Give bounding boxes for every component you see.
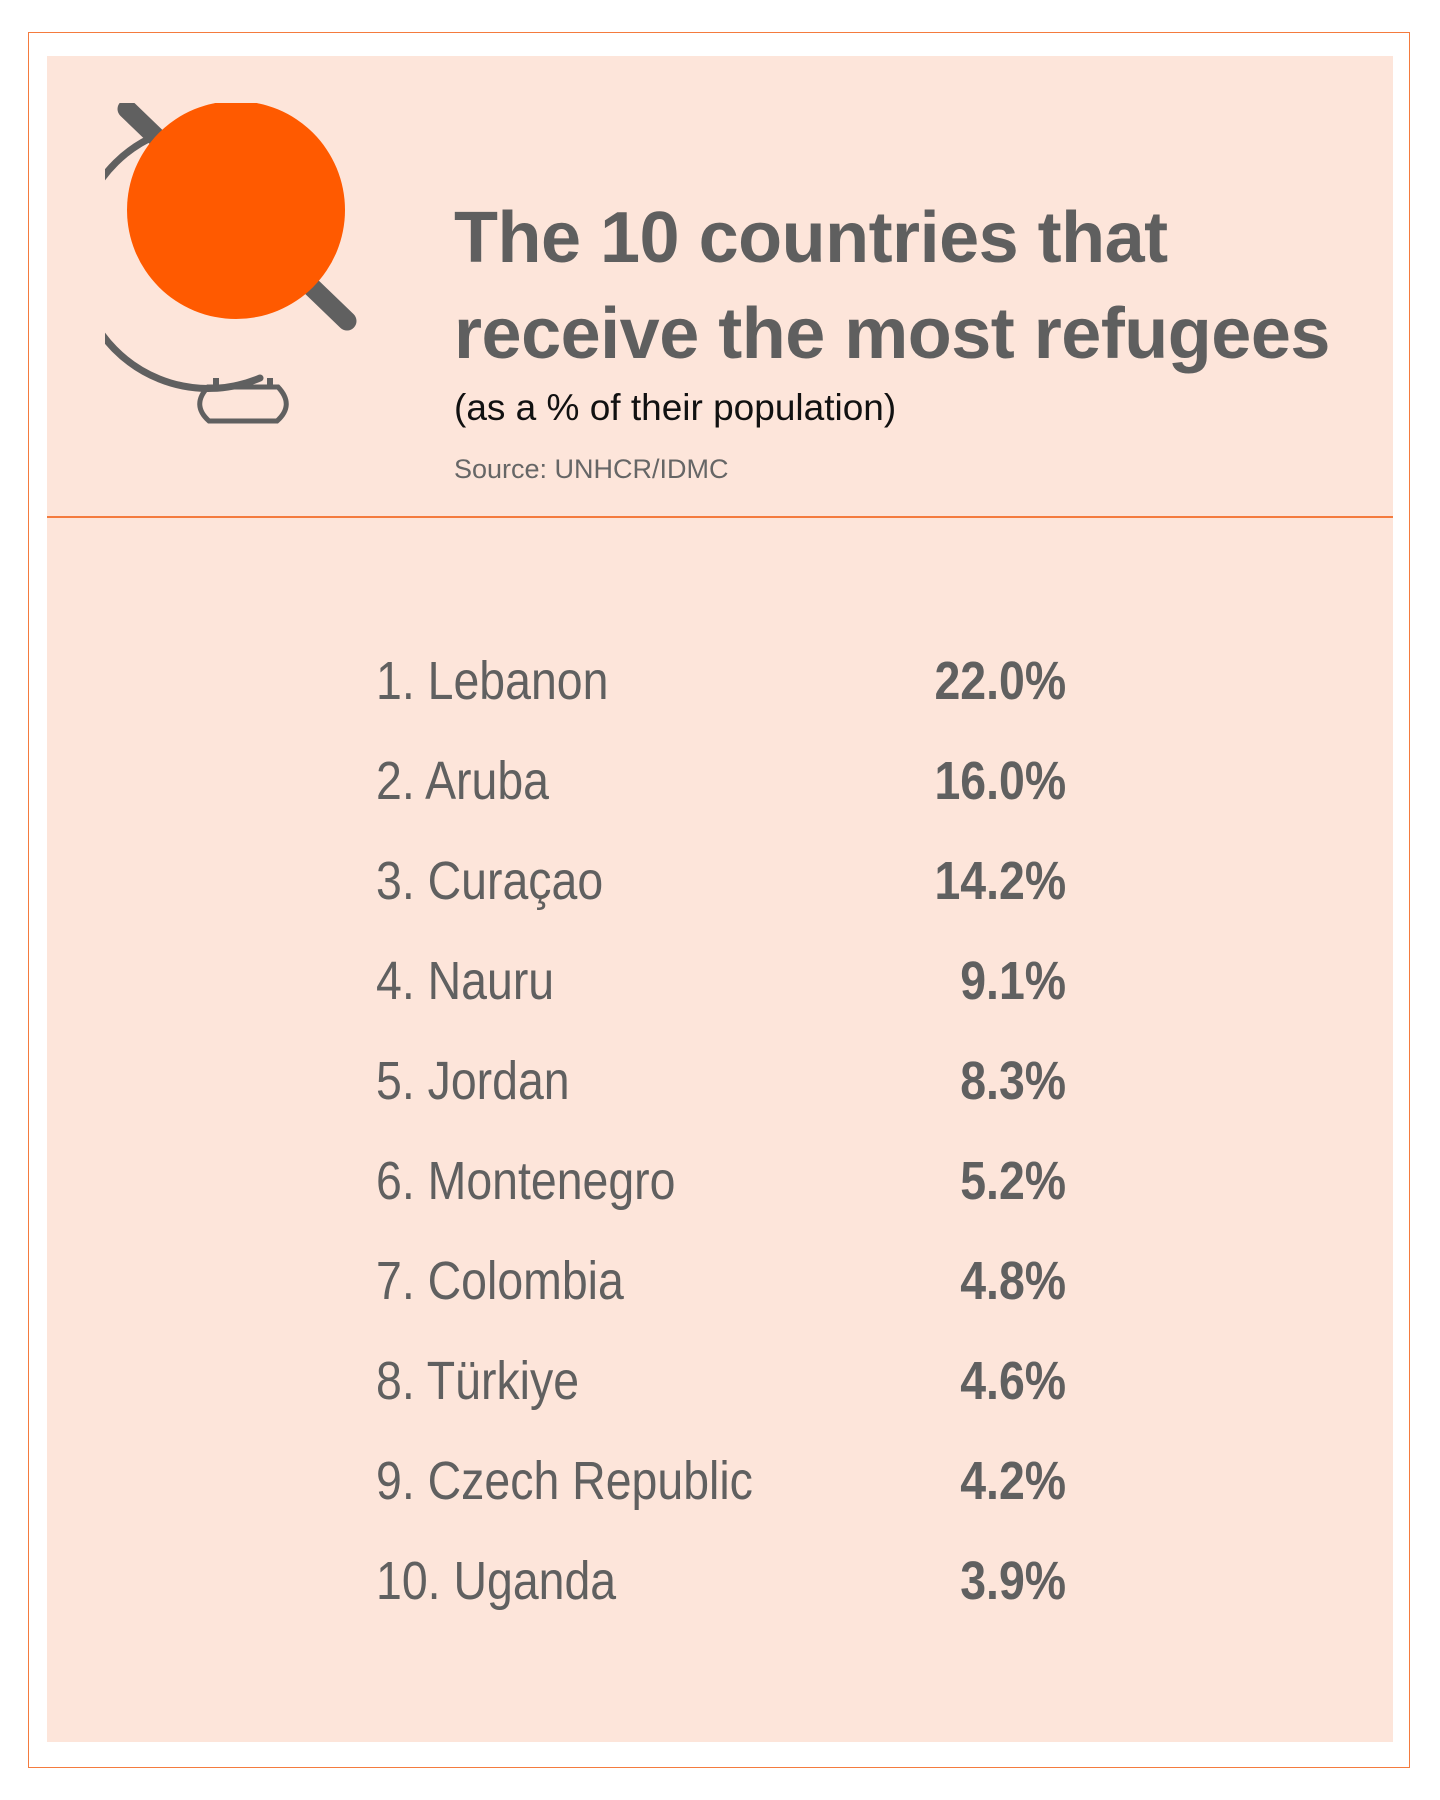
country-label: 6. Montenegro — [376, 1151, 676, 1211]
globe-icon — [105, 103, 357, 424]
country-label: 2. Aruba — [376, 751, 549, 811]
subtitle: (as a % of their population) — [454, 387, 897, 428]
ranking-row: 6. Montenegro 5.2% — [376, 1132, 1066, 1232]
country-label: 4. Nauru — [376, 951, 555, 1011]
outer-frame — [28, 32, 1410, 1768]
source-note: Source: UNHCR/IDMC — [454, 454, 729, 484]
ranking-row: 9. Czech Republic 4.2% — [376, 1432, 1066, 1532]
country-label: 7. Colombia — [376, 1251, 624, 1311]
ranking-row: 1. Lebanon 22.0% — [376, 632, 1066, 732]
globe-sphere — [127, 103, 345, 319]
country-label: 5. Jordan — [376, 1051, 570, 1111]
ranking-row: 10. Uganda 3.9% — [376, 1532, 1066, 1632]
refugee-share-value: 4.2% — [960, 1451, 1066, 1511]
refugee-share-value: 14.2% — [934, 851, 1066, 911]
country-label: 8. Türkiye — [376, 1351, 580, 1411]
ranking-row: 7. Colombia 4.8% — [376, 1232, 1066, 1332]
infographic-panel — [47, 56, 1393, 1742]
ranking-table: 1. Lebanon 22.0% 2. Aruba 16.0% 3. Curaçao 14… — [376, 632, 1066, 1632]
country-label: 1. Lebanon — [376, 651, 609, 711]
header-divider — [47, 516, 1393, 518]
ranking-row: 2. Aruba 16.0% — [376, 732, 1066, 832]
country-label: 3. Curaçao — [376, 851, 604, 911]
refugee-share-value: 16.0% — [934, 751, 1066, 811]
refugee-share-value: 9.1% — [960, 951, 1066, 1011]
refugee-share-value: 4.8% — [960, 1251, 1066, 1311]
refugee-share-value: 4.6% — [960, 1351, 1066, 1411]
country-label: 9. Czech Republic — [376, 1451, 753, 1511]
ranking-row: 3. Curaçao 14.2% — [376, 832, 1066, 932]
page-title: The 10 countries that receive the most r… — [454, 198, 1330, 374]
refugee-share-value: 3.9% — [960, 1551, 1066, 1611]
ranking-row: 8. Türkiye 4.6% — [376, 1332, 1066, 1432]
refugee-share-value: 8.3% — [960, 1051, 1066, 1111]
ranking-row: 5. Jordan 8.3% — [376, 1032, 1066, 1132]
refugee-share-value: 5.2% — [960, 1151, 1066, 1211]
refugee-share-value: 22.0% — [934, 651, 1066, 711]
country-label: 10. Uganda — [376, 1551, 617, 1611]
ranking-row: 4. Nauru 9.1% — [376, 932, 1066, 1032]
